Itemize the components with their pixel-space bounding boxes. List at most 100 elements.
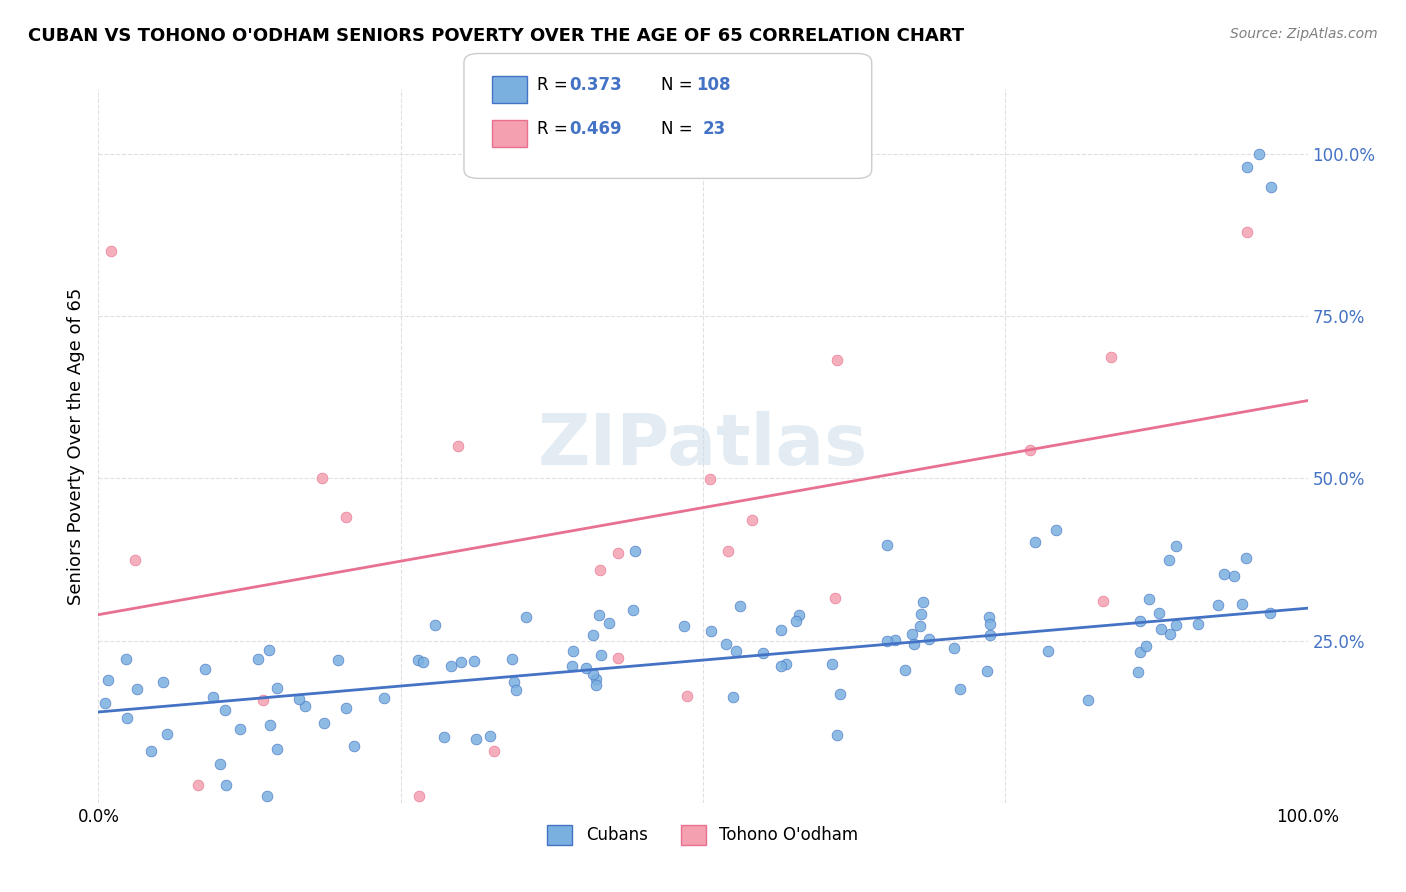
Cubans [908,618,931,632]
Cubans [117,711,139,725]
Cubans [93,696,115,710]
Cubans [575,661,598,675]
Cubans [1260,179,1282,194]
Text: 108: 108 [696,76,731,94]
Text: 0.469: 0.469 [569,120,621,138]
Text: R =: R = [537,120,574,138]
Cubans [501,652,523,666]
Cubans [598,616,620,631]
Cubans [979,617,1001,632]
Cubans [876,633,898,648]
Tohono O'odham [1236,225,1258,239]
Tohono O'odham [607,650,630,665]
Text: R =: R = [537,76,574,94]
Cubans [1129,644,1152,658]
Cubans [1159,627,1181,641]
Cubans [561,658,583,673]
Cubans [1024,535,1046,549]
Cubans [115,651,138,665]
Cubans [1230,597,1253,611]
Text: ZIPatlas: ZIPatlas [538,411,868,481]
Cubans [439,659,461,673]
Cubans [1164,617,1187,632]
Cubans [1159,552,1181,566]
Tohono O'odham [741,513,763,527]
Text: N =: N = [661,120,697,138]
Cubans [139,744,162,758]
Text: 0.373: 0.373 [569,76,623,94]
Cubans [624,544,647,558]
Cubans [1164,539,1187,553]
Cubans [202,690,225,704]
Cubans [294,699,316,714]
Cubans [581,667,603,681]
Text: CUBAN VS TOHONO O'ODHAM SENIORS POVERTY OVER THE AGE OF 65 CORRELATION CHART: CUBAN VS TOHONO O'ODHAM SENIORS POVERTY … [28,27,965,45]
Cubans [1126,665,1149,680]
Cubans [1150,622,1173,636]
Cubans [515,609,537,624]
Cubans [582,628,605,642]
Tohono O'odham [676,689,699,703]
Cubans [700,624,723,639]
Cubans [465,732,488,747]
Cubans [821,657,844,671]
Cubans [588,607,610,622]
Cubans [246,652,269,666]
Cubans [478,729,501,743]
Tohono O'odham [100,244,122,259]
Cubans [1135,639,1157,653]
Cubans [343,739,366,753]
Tohono O'odham [447,439,470,453]
Cubans [901,626,924,640]
Cubans [949,681,972,696]
Cubans [1038,644,1060,658]
Cubans [335,701,357,715]
Tohono O'odham [408,789,430,804]
Cubans [503,674,526,689]
Cubans [194,662,217,676]
Cubans [406,652,429,666]
Tohono O'odham [1091,594,1114,608]
Cubans [433,730,456,744]
Tohono O'odham [589,563,612,577]
Tohono O'odham [717,543,740,558]
Cubans [942,640,965,655]
Cubans [257,643,280,657]
Y-axis label: Seniors Poverty Over the Age of 65: Seniors Poverty Over the Age of 65 [66,287,84,605]
Tohono O'odham [311,471,333,485]
Cubans [1077,693,1099,707]
Cubans [903,637,925,651]
Tohono O'odham [1019,442,1042,457]
Cubans [125,682,148,697]
Cubans [209,756,232,771]
Cubans [505,682,527,697]
Cubans [259,718,281,732]
Cubans [672,618,695,632]
Cubans [918,632,941,646]
Cubans [912,595,935,609]
Tohono O'odham [825,353,848,368]
Cubans [976,664,998,678]
Text: 23: 23 [703,120,727,138]
Legend: Cubans, Tohono O'odham: Cubans, Tohono O'odham [541,818,865,852]
Cubans [1234,550,1257,565]
Tohono O'odham [606,546,628,560]
Cubans [883,633,905,648]
Cubans [827,728,849,742]
Cubans [910,607,932,622]
Cubans [229,723,252,737]
Tohono O'odham [124,553,146,567]
Tohono O'odham [699,472,721,486]
Tohono O'odham [1099,350,1122,364]
Cubans [979,628,1001,642]
Cubans [1222,569,1244,583]
Cubans [721,690,744,704]
Cubans [775,657,797,672]
Cubans [714,637,737,651]
Cubans [621,603,644,617]
Cubans [589,648,612,662]
Cubans [256,789,278,804]
Text: Source: ZipAtlas.com: Source: ZipAtlas.com [1230,27,1378,41]
Cubans [876,538,898,552]
Cubans [1236,160,1258,174]
